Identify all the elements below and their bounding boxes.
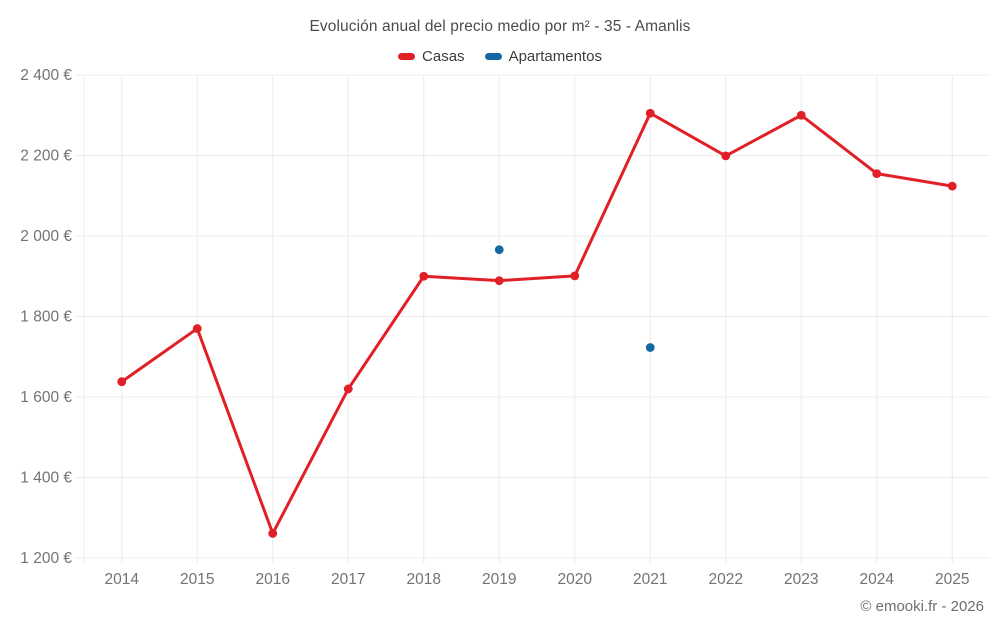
legend-item-casas[interactable]: Casas bbox=[398, 48, 465, 65]
y-axis-label: 1 600 € bbox=[20, 389, 72, 406]
point-casas-2023[interactable] bbox=[796, 110, 806, 120]
point-casas-2015[interactable] bbox=[192, 324, 202, 333]
x-axis-label: 2015 bbox=[180, 571, 214, 588]
legend-item-apartamentos[interactable]: Apartamentos bbox=[484, 48, 602, 65]
casas-line bbox=[120, 111, 954, 535]
x-axis-label: 2021 bbox=[633, 571, 667, 588]
y-axis-label: 2 400 € bbox=[20, 67, 72, 84]
x-axis-label: 2019 bbox=[482, 571, 516, 588]
x-axis-label: 2016 bbox=[256, 571, 290, 588]
point-casas-2014[interactable] bbox=[117, 377, 127, 387]
chart-title: Evolución anual del precio medio por m² … bbox=[309, 18, 691, 35]
point-casas-2025[interactable] bbox=[947, 181, 957, 191]
point-casas-2016[interactable] bbox=[268, 529, 278, 538]
point-casas-2017[interactable] bbox=[343, 384, 353, 394]
point-casas-2019[interactable] bbox=[494, 276, 504, 286]
legend-label-apartamentos: Apartamentos bbox=[508, 48, 602, 65]
point-casas-2020[interactable] bbox=[570, 271, 580, 281]
x-axis-label: 2025 bbox=[935, 571, 969, 588]
copyright-text: © emooki.fr - 2026 bbox=[860, 598, 984, 615]
y-axis-label: 1 800 € bbox=[20, 309, 72, 326]
x-axis-label: 2017 bbox=[331, 571, 365, 588]
point-casas-2018[interactable] bbox=[419, 271, 429, 281]
x-axis-label: 2024 bbox=[860, 571, 895, 588]
x-axis-label: 2020 bbox=[558, 571, 593, 588]
point-casas-2021[interactable] bbox=[645, 108, 655, 118]
x-axis-label: 2022 bbox=[709, 571, 743, 588]
y-axis-label: 2 200 € bbox=[20, 148, 72, 165]
point-casas-2022[interactable] bbox=[721, 151, 731, 161]
point-casas-2024[interactable] bbox=[872, 169, 882, 179]
y-axis-label: 2 000 € bbox=[20, 228, 72, 245]
x-axis-label: 2023 bbox=[784, 571, 818, 588]
legend-label-casas: Casas bbox=[422, 48, 465, 65]
y-axis-label: 1 200 € bbox=[20, 550, 72, 567]
x-axis-label: 2014 bbox=[105, 571, 140, 588]
y-axis-label: 1 400 € bbox=[20, 470, 72, 487]
x-axis-label: 2018 bbox=[407, 571, 441, 588]
point-apartamentos-2021[interactable] bbox=[645, 343, 655, 352]
casas-series-swatch-icon bbox=[398, 53, 416, 60]
apartamentos-series-swatch-icon bbox=[484, 53, 502, 60]
chart-legend: Casas Apartamentos bbox=[0, 48, 1000, 65]
point-apartamentos-2019[interactable] bbox=[494, 245, 504, 255]
